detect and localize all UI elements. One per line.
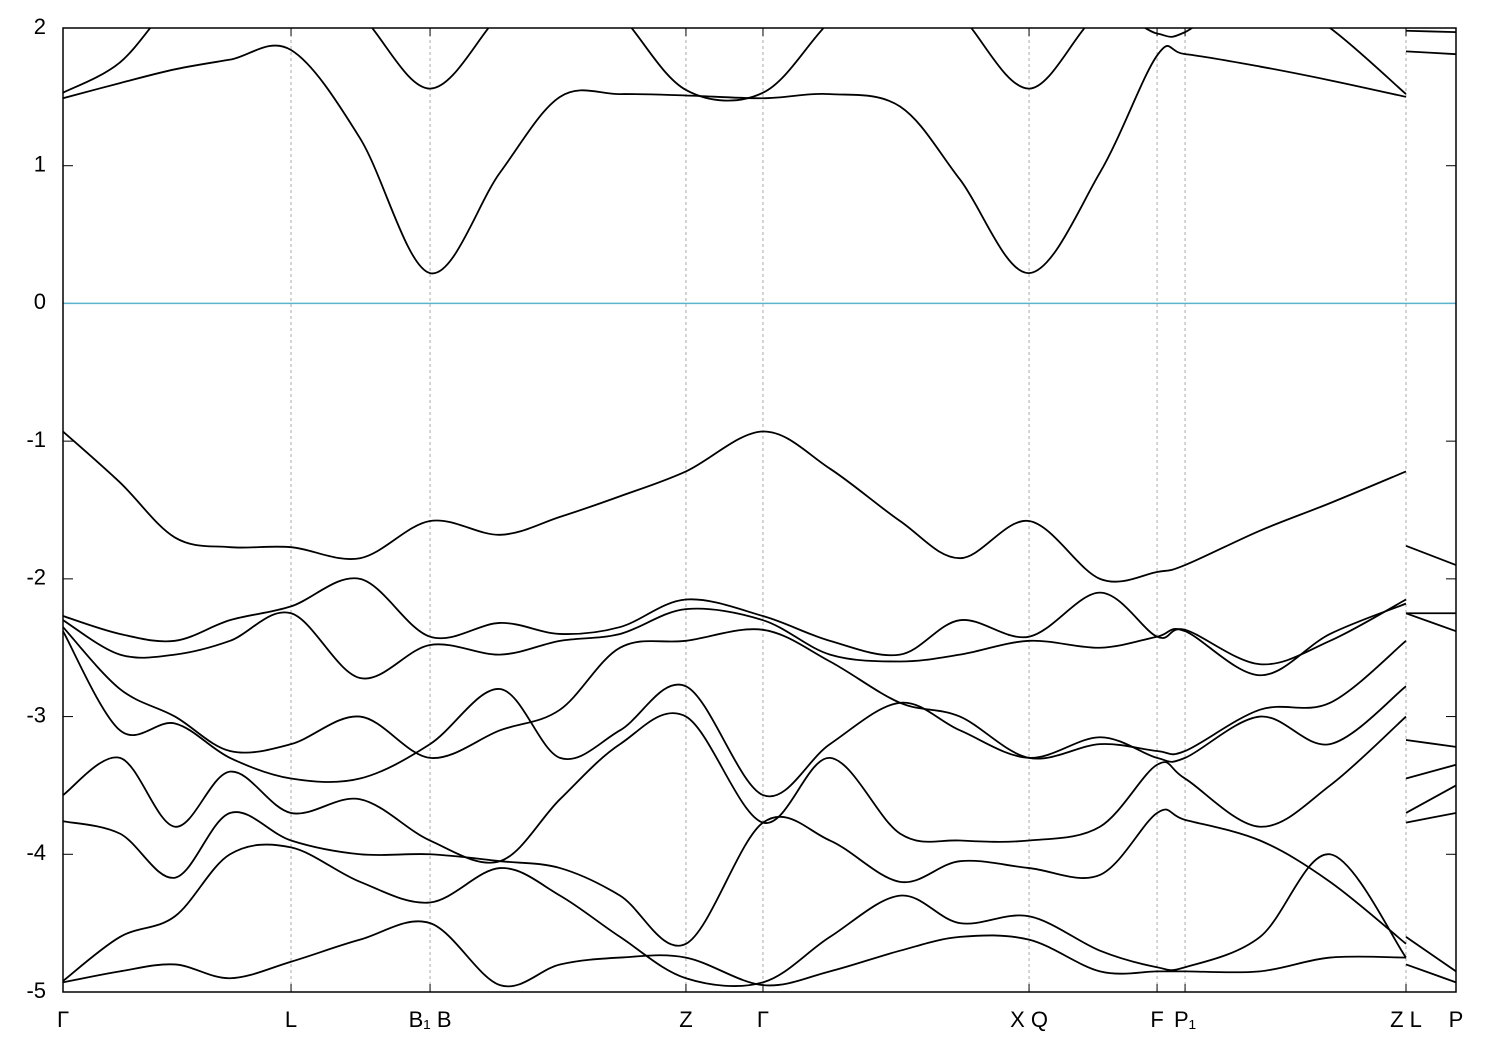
x-tick-label: F — [1150, 1007, 1163, 1032]
band-line — [63, 630, 1456, 798]
band-line — [63, 28, 1456, 102]
y-tick-label: -3 — [26, 702, 46, 727]
x-tick-label: P₁ — [1174, 1007, 1196, 1032]
y-tick-label: 0 — [34, 289, 46, 314]
band-line — [63, 626, 1456, 760]
band-line — [63, 712, 1456, 864]
x-tick-label: X Q — [1010, 1007, 1048, 1032]
x-tick-label: Γ — [757, 1007, 769, 1032]
x-tick-label: Γ — [57, 1007, 69, 1032]
plot-area — [63, 28, 1456, 988]
y-tick-label: -5 — [26, 978, 46, 1003]
band-line — [63, 808, 1456, 947]
x-tick-label: P — [1449, 1007, 1464, 1032]
x-tick-label: L — [285, 1007, 297, 1032]
x-tick-label: B₁ B — [409, 1007, 452, 1032]
y-tick-label: -4 — [26, 840, 46, 865]
band-line — [63, 430, 1456, 583]
plot-frame — [62, 27, 1457, 993]
band-line — [63, 577, 1456, 666]
x-tick-label: Z L — [1390, 1007, 1422, 1032]
y-tick-label: 1 — [34, 152, 46, 177]
band-line — [63, 602, 1456, 680]
y-tick-label: 2 — [34, 14, 46, 39]
y-tick-label: -2 — [26, 565, 46, 590]
band-line — [63, 44, 1456, 275]
y-tick-label: -1 — [26, 427, 46, 452]
x-tick-label: Z — [679, 1007, 692, 1032]
band-line — [63, 920, 1456, 988]
band-line — [63, 843, 1456, 987]
